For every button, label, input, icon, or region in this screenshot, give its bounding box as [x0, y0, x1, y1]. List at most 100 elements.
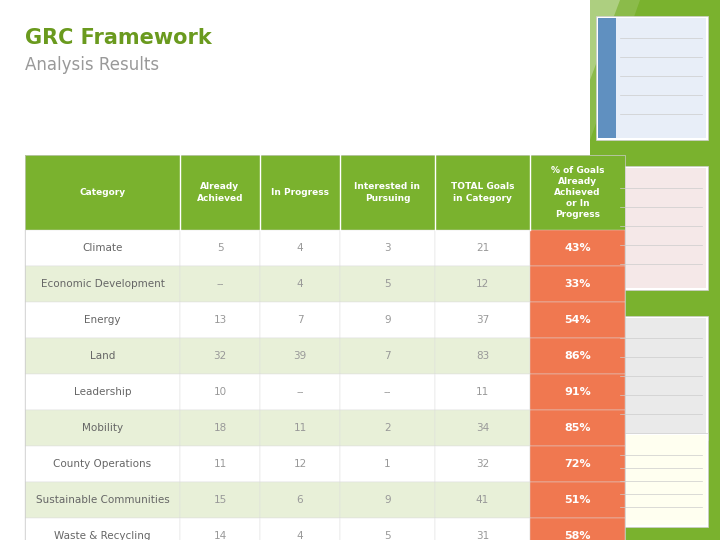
Bar	[530, 230, 625, 266]
Text: 85%: 85%	[564, 423, 590, 433]
Text: 58%: 58%	[564, 531, 590, 540]
Text: 51%: 51%	[564, 495, 590, 505]
Bar	[25, 155, 180, 230]
Text: 6: 6	[297, 495, 303, 505]
Text: Leadership: Leadership	[73, 387, 131, 397]
Text: Interested in
Pursuing: Interested in Pursuing	[354, 183, 420, 202]
Bar	[340, 230, 435, 266]
Text: 54%: 54%	[564, 315, 591, 325]
Text: 1: 1	[384, 459, 391, 469]
Bar	[340, 518, 435, 540]
Text: 32: 32	[476, 459, 489, 469]
Bar	[530, 482, 625, 518]
Text: 4: 4	[297, 279, 303, 289]
Text: 83: 83	[476, 351, 489, 361]
Text: 9: 9	[384, 315, 391, 325]
Text: 12: 12	[476, 279, 489, 289]
Text: 3: 3	[384, 243, 391, 253]
Bar	[598, 435, 706, 525]
Bar	[435, 302, 530, 338]
Text: In Progress: In Progress	[271, 188, 329, 197]
Text: 21: 21	[476, 243, 489, 253]
Bar	[435, 410, 530, 446]
Bar	[260, 410, 340, 446]
Bar	[340, 446, 435, 482]
Bar	[340, 302, 435, 338]
Text: 11: 11	[293, 423, 307, 433]
Text: % of Goals
Already
Achieved
or In
Progress: % of Goals Already Achieved or In Progre…	[551, 166, 604, 219]
Bar	[530, 410, 625, 446]
Bar	[25, 518, 180, 540]
Text: 18: 18	[213, 423, 227, 433]
Text: 9: 9	[384, 495, 391, 505]
Bar	[180, 374, 260, 410]
Bar	[530, 338, 625, 374]
Text: 5: 5	[384, 531, 391, 540]
Bar	[435, 518, 530, 540]
Text: GRC Framework: GRC Framework	[25, 28, 212, 48]
Bar	[340, 482, 435, 518]
Bar	[340, 338, 435, 374]
Polygon shape	[590, 0, 720, 540]
Bar	[598, 18, 616, 138]
Bar	[598, 168, 706, 288]
Text: Economic Development: Economic Development	[40, 279, 164, 289]
Bar	[25, 482, 180, 518]
Text: 5: 5	[384, 279, 391, 289]
Text: 41: 41	[476, 495, 489, 505]
Text: 2: 2	[384, 423, 391, 433]
Bar	[260, 482, 340, 518]
Bar	[598, 168, 616, 288]
Bar	[598, 318, 616, 438]
Text: --: --	[384, 387, 391, 397]
Text: 31: 31	[476, 531, 489, 540]
Bar	[596, 16, 708, 140]
Bar	[180, 155, 260, 230]
Text: 4: 4	[297, 531, 303, 540]
Text: 7: 7	[297, 315, 303, 325]
Text: Analysis Results: Analysis Results	[25, 56, 159, 74]
Bar	[180, 230, 260, 266]
Text: 10: 10	[213, 387, 227, 397]
Bar	[260, 518, 340, 540]
Text: TOTAL Goals
in Category: TOTAL Goals in Category	[451, 183, 514, 202]
Polygon shape	[590, 0, 620, 80]
Bar	[530, 374, 625, 410]
Text: --: --	[216, 279, 224, 289]
Text: Sustainable Communities: Sustainable Communities	[35, 495, 169, 505]
Bar	[340, 374, 435, 410]
Bar	[180, 446, 260, 482]
Bar	[435, 482, 530, 518]
Bar	[530, 266, 625, 302]
Bar	[180, 518, 260, 540]
Bar	[435, 446, 530, 482]
Bar	[180, 266, 260, 302]
Text: County Operations: County Operations	[53, 459, 152, 469]
Bar	[25, 266, 180, 302]
Bar	[260, 446, 340, 482]
Bar	[25, 446, 180, 482]
Bar	[530, 155, 625, 230]
Bar	[598, 18, 706, 138]
Text: 14: 14	[213, 531, 227, 540]
Text: 15: 15	[213, 495, 227, 505]
Text: 33%: 33%	[564, 279, 590, 289]
Text: Waste & Recycling: Waste & Recycling	[54, 531, 150, 540]
Bar	[260, 374, 340, 410]
Bar	[25, 338, 180, 374]
Bar	[260, 155, 340, 230]
Bar	[340, 410, 435, 446]
Text: Climate: Climate	[82, 243, 122, 253]
Bar	[596, 433, 708, 527]
Bar	[598, 435, 616, 525]
Bar	[530, 302, 625, 338]
Bar	[530, 446, 625, 482]
Text: 5: 5	[217, 243, 223, 253]
Bar	[260, 302, 340, 338]
Text: 43%: 43%	[564, 243, 591, 253]
Bar	[435, 338, 530, 374]
Text: 11: 11	[213, 459, 227, 469]
Text: 37: 37	[476, 315, 489, 325]
Text: Land: Land	[90, 351, 115, 361]
Bar	[530, 518, 625, 540]
